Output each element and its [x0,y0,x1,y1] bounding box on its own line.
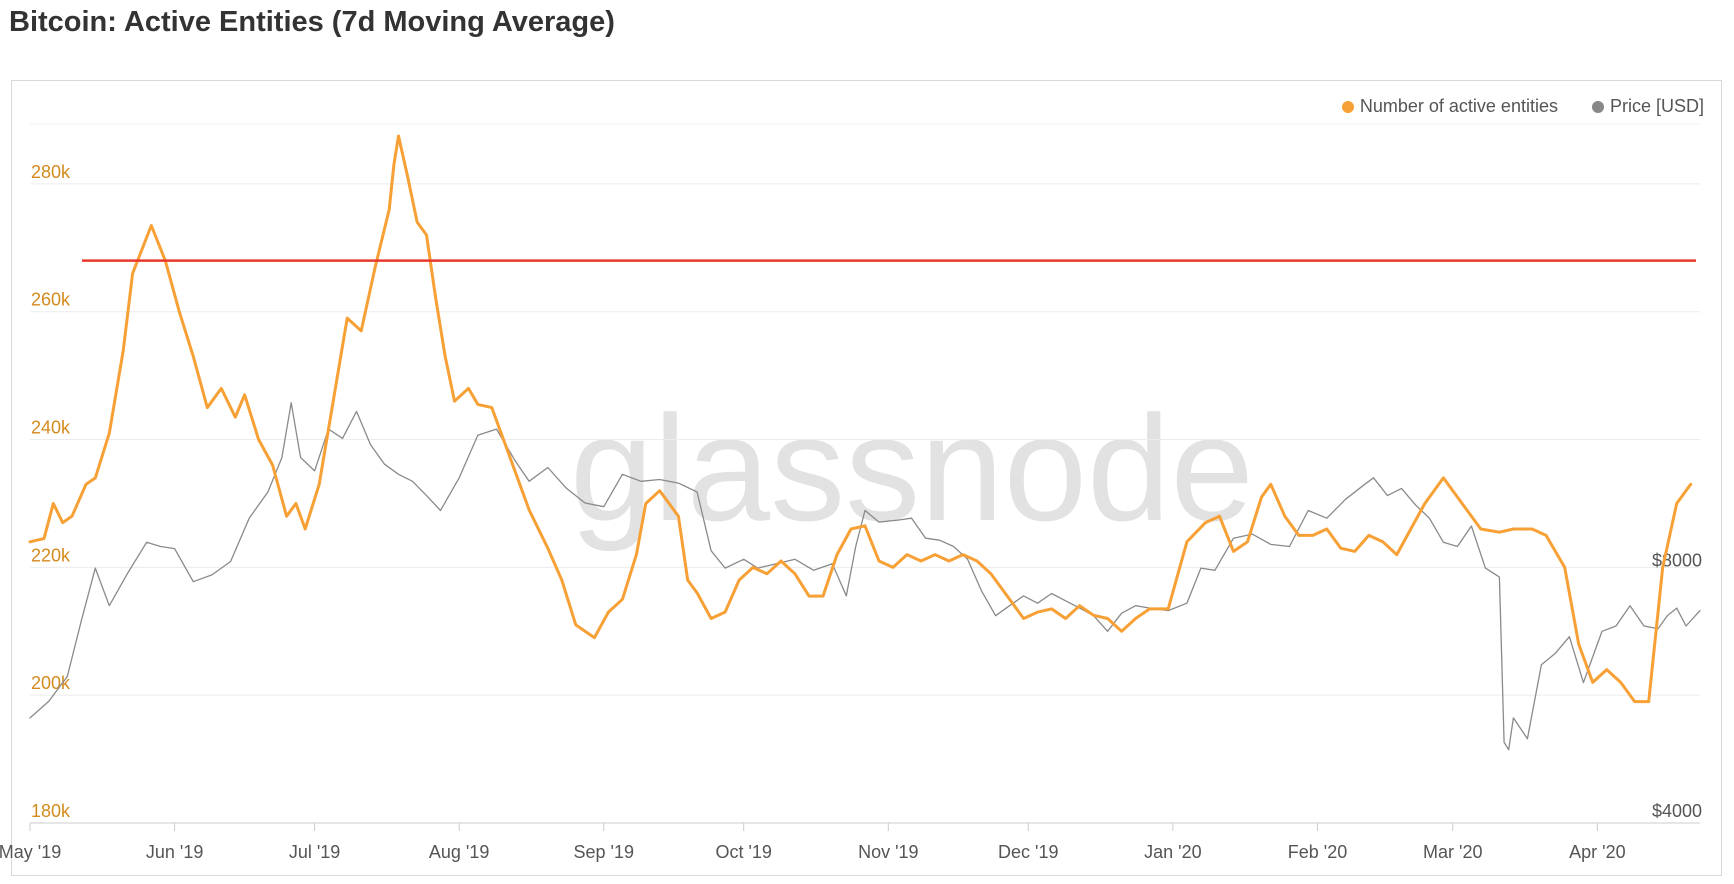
x-tick-label: Feb '20 [1288,842,1347,862]
page-title: Bitcoin: Active Entities (7d Moving Aver… [9,6,615,38]
x-tick-label: Jul '19 [289,842,340,862]
chart-frame [11,80,1722,876]
x-tick-label: Apr '20 [1569,842,1625,862]
x-tick-label: Jan '20 [1144,842,1201,862]
series-lines [28,134,1701,751]
legend-item-price[interactable]: Price [USD] [1591,96,1704,117]
x-tick-label: Sep '19 [574,842,635,862]
left-axis-ticks: 180k 200k 220k 240k 260k 280k [31,162,71,821]
legend-label-entities: Number of active entities [1359,96,1558,116]
x-tick-label: Aug '19 [429,842,490,862]
y2-tick-label: $4000 [1652,801,1702,821]
x-tick-label: May '19 [0,842,61,862]
legend: Number of active entities Price [USD] [1341,96,1704,117]
x-tick-label: Oct '19 [715,842,771,862]
legend-dot-price [1591,100,1604,113]
y-tick-label: 220k [31,545,71,565]
watermark: glassnode [570,384,1254,552]
y-tick-label: 280k [31,162,71,182]
y-tick-label: 260k [31,290,71,310]
x-tick-label: Jun '19 [146,842,203,862]
y2-tick-label: $8000 [1652,551,1702,571]
price-series-line [29,402,1701,751]
x-tick-label: Dec '19 [998,842,1058,862]
y-tick-label: 200k [31,673,71,693]
y-tick-label: 240k [31,418,71,438]
entities-series-line [28,134,1693,704]
legend-item-entities[interactable]: Number of active entities [1341,96,1558,117]
x-tick-label: Nov '19 [858,842,918,862]
legend-label-price: Price [USD] [1609,96,1704,116]
x-axis-ticks: May '19 Jun '19 Jul '19 Aug '19 Sep '19 Oct '… [0,822,1700,862]
y-tick-label: 180k [31,801,71,821]
x-tick-label: Mar '20 [1423,842,1482,862]
legend-dot-entities [1341,100,1354,113]
